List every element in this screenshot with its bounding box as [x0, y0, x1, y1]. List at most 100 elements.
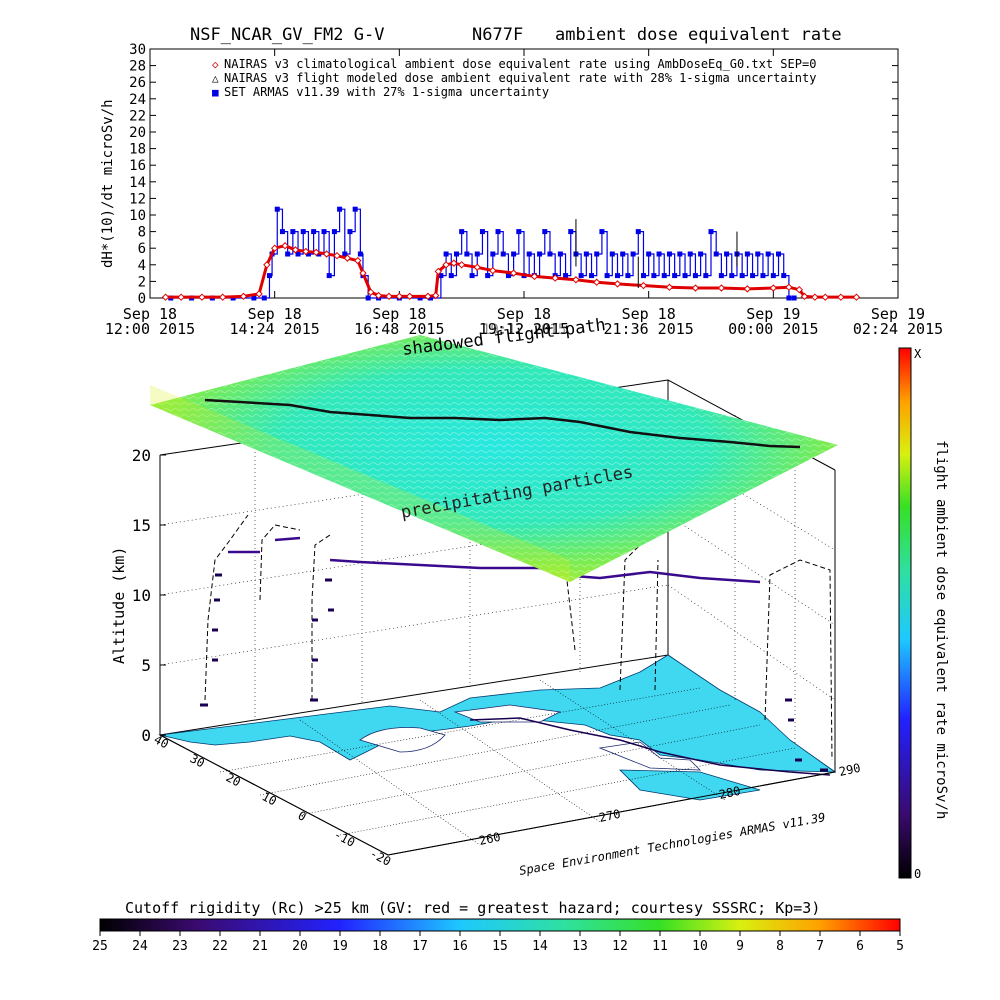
- y-tick-label: 22: [129, 108, 146, 124]
- nairas-clim-point: [852, 293, 861, 301]
- armas-point: [640, 273, 646, 279]
- latitude-tick-label: 10: [260, 789, 279, 808]
- armas-point: [583, 251, 589, 257]
- armas-point: [682, 273, 688, 279]
- rigidity-tick-label: 6: [856, 939, 864, 954]
- armas-point: [703, 273, 709, 279]
- longitude-tick-label: 260: [478, 830, 502, 848]
- armas-point: [791, 295, 797, 301]
- x-tick-label-date: Sep 18: [123, 305, 177, 323]
- nairas-clim-point: [395, 292, 404, 301]
- nairas-clim-point: [198, 293, 206, 301]
- title-quantity: ambient dose equivalent rate: [555, 25, 842, 45]
- nairas-clim-point: [312, 248, 320, 257]
- rigidity-tick-label: 8: [776, 939, 784, 954]
- rigidity-tick-label: 16: [452, 939, 468, 954]
- dose-colorbar-bottom-label: 0: [914, 867, 921, 881]
- y-tick-label: 20: [129, 125, 146, 141]
- armas-point: [485, 273, 491, 279]
- nairas-clim-point: [509, 269, 518, 277]
- armas-point: [490, 251, 496, 257]
- particle-sheet-texture: [150, 335, 838, 582]
- latitude-tick-label: 0: [296, 808, 309, 824]
- armas-point: [594, 251, 600, 257]
- armas-point: [755, 251, 761, 257]
- armas-point: [326, 273, 332, 279]
- armas-point: [589, 273, 595, 279]
- altitude-tick-label: 5: [141, 656, 151, 675]
- armas-point: [661, 273, 667, 279]
- armas-point: [516, 229, 522, 235]
- y-tick-label: 8: [138, 225, 146, 241]
- latitude-tick-label: 30: [188, 751, 207, 770]
- flight-track-ground: [469, 717, 831, 776]
- floor-grid: [219, 679, 796, 846]
- dose-colorbar-top-label: X: [914, 347, 922, 361]
- x-tick-label-date: Sep 18: [622, 305, 676, 323]
- armas-point: [352, 206, 358, 212]
- x-tick-label-date: Sep 18: [372, 305, 426, 323]
- armas-point: [713, 251, 719, 257]
- armas-point: [469, 273, 475, 279]
- rigidity-tick-label: 10: [692, 939, 708, 954]
- rigidity-tick-label: 25: [92, 939, 108, 954]
- nairas-clim-point: [431, 291, 440, 300]
- armas-point: [609, 251, 615, 257]
- shadowed-armas-marks: [200, 573, 828, 772]
- armas-point: [438, 273, 444, 279]
- rigidity-tick-label: 20: [292, 939, 308, 954]
- armas-point: [453, 251, 459, 257]
- nairas-clim-point: [837, 293, 845, 301]
- title-tail: N677F: [472, 25, 523, 45]
- latitude-tick-label: 20: [224, 770, 243, 789]
- x-tick-label-date: Sep 19: [746, 305, 800, 323]
- y-axis-label: dH*(10)/dt microSv/h: [100, 99, 116, 268]
- nairas-clim-point: [161, 293, 170, 301]
- nairas-clim-point: [263, 261, 271, 269]
- longitude-tick-label: 290: [838, 761, 862, 779]
- nairas-clim-point: [177, 293, 185, 301]
- nairas-clim-point: [717, 284, 726, 292]
- armas-point: [279, 229, 285, 235]
- armas-point: [479, 229, 485, 235]
- nairas-clim-point: [457, 261, 466, 269]
- rigidity-tick-label: 19: [332, 939, 348, 954]
- rigidity-tick-label: 22: [212, 939, 228, 954]
- armas-point: [786, 295, 792, 301]
- x-tick-label-time: 02:24 2015: [853, 320, 943, 338]
- armas-point: [708, 229, 714, 235]
- nairas-clim-point: [219, 293, 227, 301]
- armas-point: [337, 206, 343, 212]
- x-tick-label-time: 12:00 2015: [105, 320, 195, 338]
- armas-point: [651, 273, 657, 279]
- rigidity-tick-label: 24: [132, 939, 148, 954]
- y-tick-label: 12: [129, 191, 146, 207]
- armas-point: [342, 251, 348, 257]
- nairas-clim-point: [442, 261, 450, 269]
- armas-point: [687, 251, 693, 257]
- armas-point: [547, 251, 553, 257]
- nairas-clim-point: [302, 247, 310, 256]
- y-tick-label: 10: [129, 208, 146, 224]
- rigidity-tick-label: 14: [532, 939, 548, 954]
- nairas-clim-point: [374, 291, 383, 300]
- armas-point: [718, 273, 724, 279]
- armas-point: [357, 251, 363, 257]
- nairas-clim-point: [367, 288, 375, 296]
- armas-point: [511, 251, 517, 257]
- nairas-clim-point: [291, 246, 300, 254]
- rigidity-tick-label: 13: [572, 939, 588, 954]
- nairas-clim-point: [424, 292, 432, 301]
- rigidity-tick-label: 17: [412, 939, 428, 954]
- x-tick-label-time: 21:36 2015: [604, 320, 694, 338]
- nairas-clim-point: [450, 259, 458, 267]
- x-tick-label-date: Sep 18: [497, 305, 551, 323]
- y-tick-label: 24: [129, 92, 146, 108]
- nairas-clim-point: [572, 276, 580, 284]
- particle-sheet-lower-face: [150, 385, 570, 582]
- latitude-axis: [159, 734, 389, 856]
- rigidity-colorbar-gradient: [99, 918, 901, 932]
- armas-point: [635, 229, 641, 235]
- armas-point: [495, 229, 501, 235]
